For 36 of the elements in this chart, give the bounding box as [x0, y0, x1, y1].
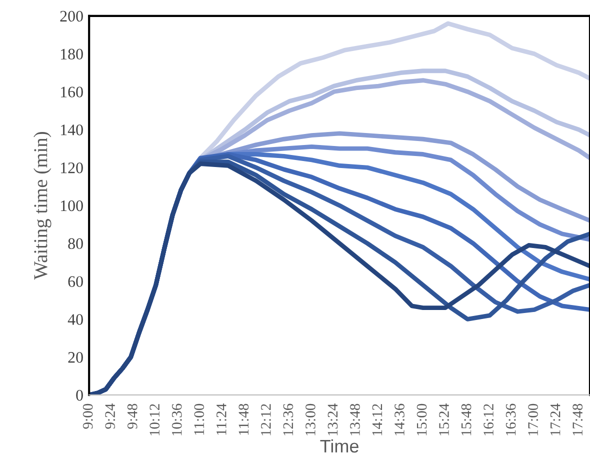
- x-tick-label: 9:24: [105, 404, 116, 429]
- y-tick-label: 40: [68, 314, 83, 325]
- x-tick-label: 13:00: [306, 404, 316, 436]
- x-tick-label: 12:36: [283, 404, 294, 436]
- y-tick-label: 0: [76, 390, 83, 401]
- x-tick-label: 11:00: [194, 404, 204, 435]
- y-tick-label: 20: [68, 352, 83, 363]
- x-tick-label: 15:48: [461, 404, 472, 436]
- y-tick-label: 160: [60, 86, 83, 98]
- y-tick-label: 140: [60, 124, 83, 136]
- x-tick-label: 12:12: [261, 404, 271, 436]
- x-tick-label: 10:12: [150, 404, 160, 436]
- x-tick-label: 15:00: [416, 404, 427, 436]
- y-tick-label: 60: [68, 276, 83, 287]
- x-tick-label: 11:48: [238, 404, 249, 435]
- x-tick-label: 13:48: [350, 404, 360, 436]
- x-tick-label: 9:48: [127, 404, 138, 429]
- x-tick-label: 13:24: [328, 404, 338, 436]
- y-tick-label: 100: [60, 200, 83, 212]
- y-tick-label: 180: [60, 48, 83, 60]
- y-tick-label: 120: [60, 162, 83, 174]
- y-tick-label: 80: [68, 238, 83, 250]
- x-tick-label: 17:48: [572, 404, 583, 436]
- x-tick-label: 9:00: [82, 404, 93, 429]
- x-tick-label: 10:36: [172, 404, 182, 436]
- y-tick-label: 200: [60, 10, 83, 22]
- x-tick-label: 17:24: [550, 404, 560, 436]
- x-tick-label: 14:36: [394, 404, 404, 436]
- x-tick-label: 15:24: [439, 404, 450, 436]
- x-tick-label: 16:36: [506, 404, 516, 436]
- x-tick-label: 11:24: [216, 404, 226, 435]
- x-tick-label: 16:12: [484, 404, 494, 436]
- x-axis-title: Time: [320, 439, 358, 453]
- x-tick-label: 14:12: [372, 404, 382, 436]
- y-axis-title: Waiting time (min): [34, 132, 52, 280]
- x-tick-label: 17:00: [528, 404, 538, 436]
